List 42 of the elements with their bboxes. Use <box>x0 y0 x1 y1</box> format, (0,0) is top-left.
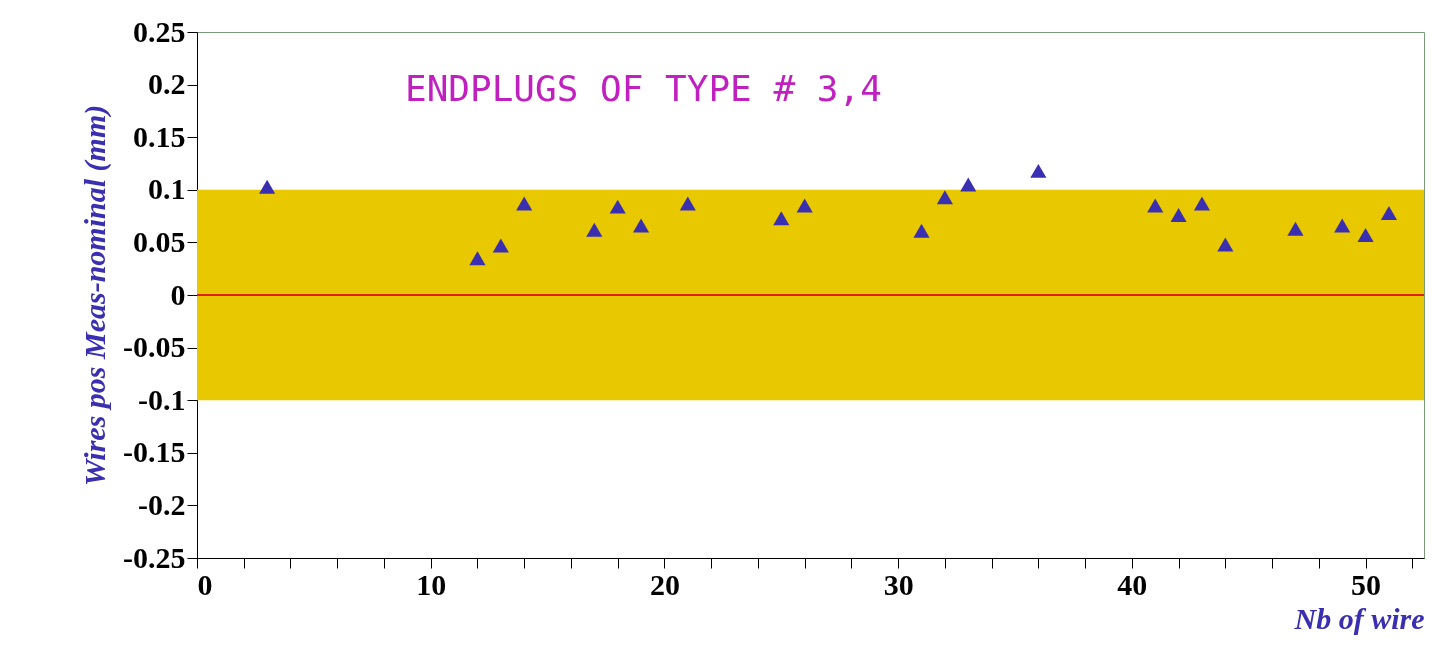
point <box>1357 228 1374 243</box>
point <box>1170 208 1187 223</box>
point <box>633 218 650 233</box>
y-tick-label: -0.15 <box>123 435 186 469</box>
point <box>586 222 603 237</box>
point <box>609 199 626 214</box>
point <box>1287 221 1304 236</box>
y-tick-label: 0 <box>170 277 186 311</box>
x-tick-label: 0 <box>197 567 213 601</box>
y-tick-label: 0.1 <box>148 172 186 206</box>
point <box>679 196 696 211</box>
point <box>1217 237 1234 252</box>
point <box>469 251 486 266</box>
y-tick-label: 0.2 <box>148 67 186 101</box>
y-axis-title: Wires pos Meas-nominal (mm) <box>78 104 113 487</box>
x-tick-label: 50 <box>1351 567 1382 601</box>
y-tick-label: -0.1 <box>138 382 186 416</box>
point <box>1030 163 1047 178</box>
point <box>1193 196 1211 211</box>
point <box>913 223 930 238</box>
y-tick-label: -0.05 <box>123 330 186 364</box>
annotation: ENDPLUGS OF TYPE # 3,4 <box>405 68 882 109</box>
x-tick-label: 30 <box>883 567 914 601</box>
y-tick-label: -0.25 <box>123 540 186 574</box>
point <box>1147 198 1164 213</box>
point <box>936 190 953 205</box>
x-tick-label: 40 <box>1117 567 1148 601</box>
point <box>1380 205 1397 220</box>
x-tick-label: 10 <box>416 567 447 601</box>
point <box>259 179 276 194</box>
y-tick-label: 0.15 <box>133 119 186 153</box>
point <box>1334 218 1351 233</box>
point <box>773 211 790 226</box>
y-tick-label: 0.25 <box>133 14 186 48</box>
y-tick-label: 0.05 <box>133 224 186 258</box>
x-tick-label: 20 <box>649 567 680 601</box>
point <box>516 196 533 211</box>
y-tick-label: -0.2 <box>138 487 186 521</box>
point <box>796 198 813 213</box>
point <box>960 177 977 192</box>
point <box>492 238 509 253</box>
x-axis-title: Nb of wire <box>1293 601 1425 635</box>
